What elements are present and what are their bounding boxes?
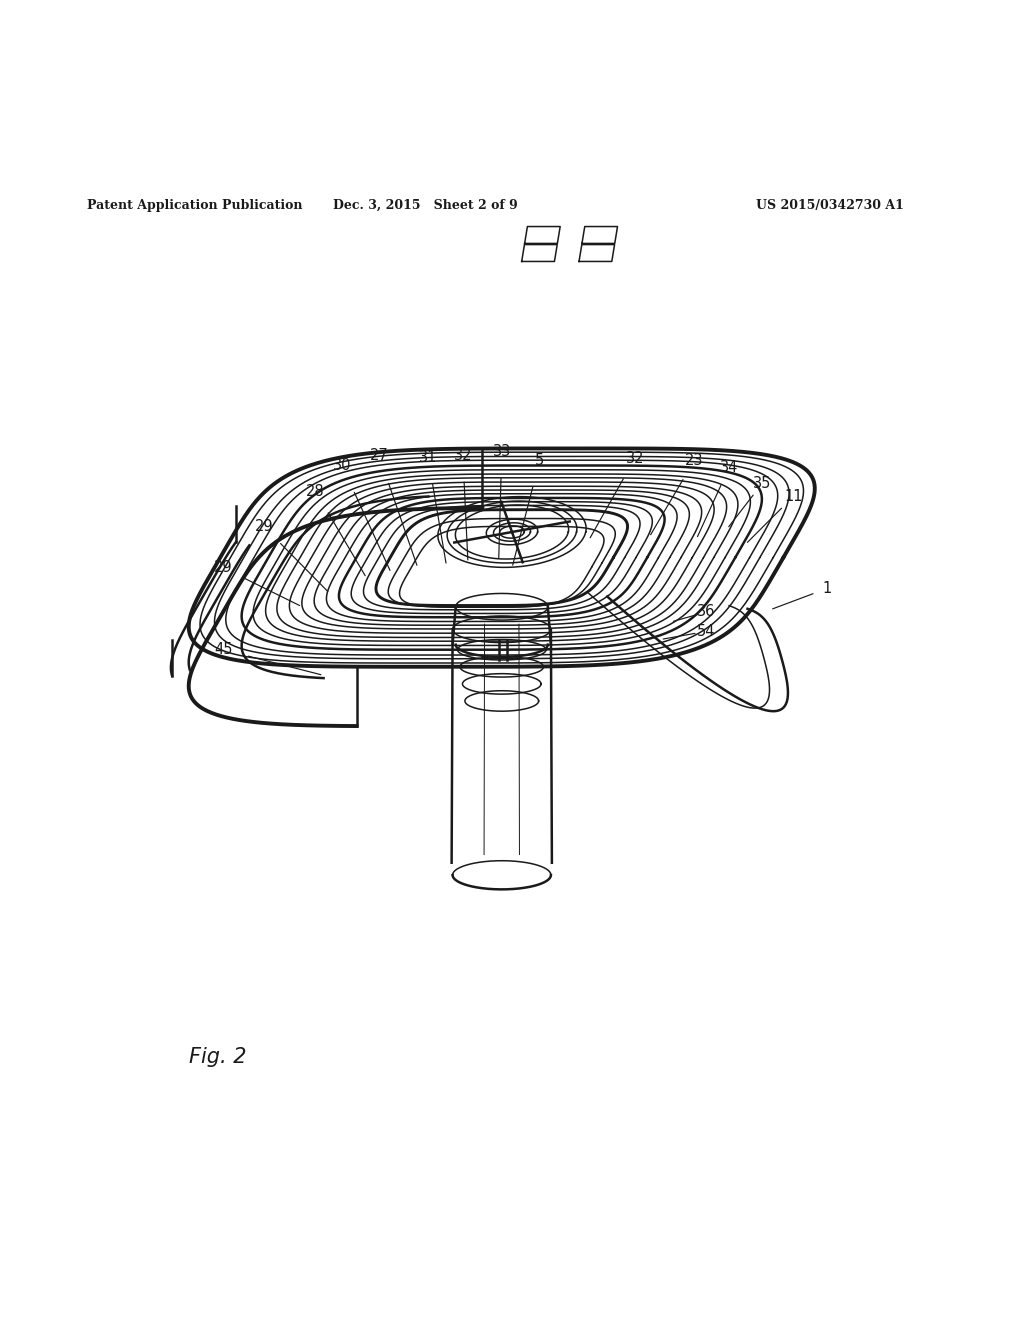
Text: Patent Application Publication: Patent Application Publication — [87, 199, 302, 211]
Text: 5: 5 — [535, 453, 545, 467]
Text: 33: 33 — [493, 444, 511, 458]
Text: 32: 32 — [626, 450, 644, 466]
Text: 23: 23 — [685, 453, 703, 467]
Text: 32: 32 — [454, 447, 472, 463]
Text: US 2015/0342730 A1: US 2015/0342730 A1 — [756, 199, 903, 211]
Text: 27: 27 — [370, 447, 388, 463]
Text: 28: 28 — [306, 483, 325, 499]
Text: 11: 11 — [784, 488, 803, 504]
Text: 31: 31 — [419, 450, 437, 465]
Text: 34: 34 — [720, 459, 738, 475]
Text: 45: 45 — [214, 643, 232, 657]
Text: 36: 36 — [697, 605, 716, 619]
Text: 1: 1 — [822, 581, 833, 595]
Text: 35: 35 — [753, 477, 771, 491]
Text: Dec. 3, 2015   Sheet 2 of 9: Dec. 3, 2015 Sheet 2 of 9 — [333, 199, 517, 211]
Text: 54: 54 — [697, 624, 716, 639]
Text: 30: 30 — [333, 458, 351, 473]
Text: Fig. 2: Fig. 2 — [189, 1047, 247, 1068]
Text: 29: 29 — [255, 519, 273, 535]
Text: 29: 29 — [214, 560, 232, 576]
